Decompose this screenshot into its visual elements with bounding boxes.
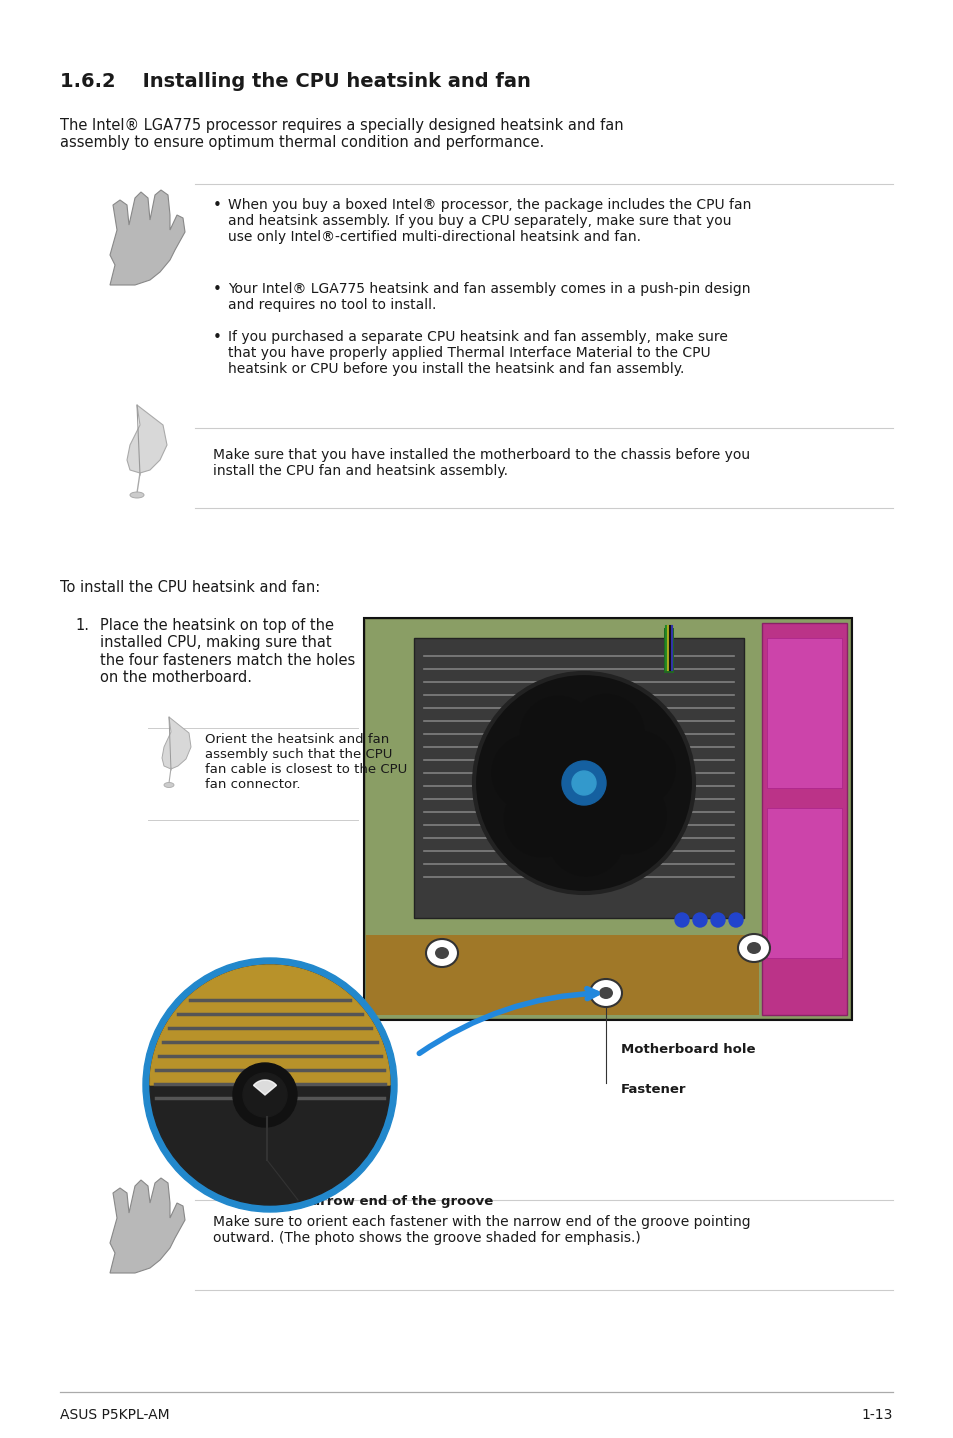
Text: •: • — [213, 282, 222, 298]
Circle shape — [675, 913, 688, 928]
Text: Motherboard hole: Motherboard hole — [620, 1043, 755, 1055]
FancyBboxPatch shape — [366, 935, 759, 1015]
Text: Place the heatsink on top of the
installed CPU, making sure that
the four fasten: Place the heatsink on top of the install… — [100, 618, 355, 684]
Circle shape — [728, 913, 742, 928]
FancyBboxPatch shape — [766, 808, 841, 958]
FancyBboxPatch shape — [761, 623, 846, 1015]
Ellipse shape — [164, 782, 173, 788]
Circle shape — [692, 913, 706, 928]
Text: 1.6.2    Installing the CPU heatsink and fan: 1.6.2 Installing the CPU heatsink and fa… — [60, 72, 530, 91]
Ellipse shape — [746, 942, 760, 953]
Polygon shape — [150, 965, 390, 1086]
Polygon shape — [663, 628, 673, 673]
Circle shape — [598, 731, 675, 807]
Text: Your Intel® LGA775 heatsink and fan assembly comes in a push-pin design
and requ: Your Intel® LGA775 heatsink and fan asse… — [228, 282, 750, 312]
Circle shape — [567, 695, 643, 771]
Circle shape — [233, 1063, 296, 1127]
FancyBboxPatch shape — [766, 638, 841, 788]
Text: Make sure that you have installed the motherboard to the chassis before you
inst: Make sure that you have installed the mo… — [213, 449, 749, 479]
Circle shape — [150, 965, 390, 1205]
Polygon shape — [127, 406, 167, 473]
Text: When you buy a boxed Intel® processor, the package includes the CPU fan
and heat: When you buy a boxed Intel® processor, t… — [228, 198, 751, 244]
Text: Orient the heatsink and fan
assembly such that the CPU
fan cable is closest to t: Orient the heatsink and fan assembly suc… — [205, 733, 407, 791]
Text: Make sure to orient each fastener with the narrow end of the groove pointing
out: Make sure to orient each fastener with t… — [213, 1215, 750, 1245]
Circle shape — [547, 800, 623, 876]
Ellipse shape — [130, 492, 144, 498]
Text: 1-13: 1-13 — [861, 1408, 892, 1422]
Text: Narrow end of the groove: Narrow end of the groove — [299, 1195, 493, 1208]
Text: The Intel® LGA775 processor requires a specially designed heatsink and fan
assem: The Intel® LGA775 processor requires a s… — [60, 118, 623, 151]
FancyBboxPatch shape — [366, 620, 849, 1018]
Circle shape — [492, 735, 567, 811]
Circle shape — [710, 913, 724, 928]
Ellipse shape — [435, 948, 449, 959]
Ellipse shape — [598, 986, 613, 999]
Polygon shape — [110, 190, 185, 285]
Circle shape — [504, 781, 579, 857]
Circle shape — [519, 696, 596, 772]
Ellipse shape — [589, 979, 621, 1007]
Circle shape — [561, 761, 605, 805]
Polygon shape — [162, 718, 191, 769]
Circle shape — [474, 673, 693, 893]
Polygon shape — [253, 1080, 276, 1094]
Circle shape — [143, 958, 396, 1212]
Ellipse shape — [738, 935, 769, 962]
Circle shape — [243, 1073, 287, 1117]
Circle shape — [590, 778, 665, 854]
Text: If you purchased a separate CPU heatsink and fan assembly, make sure
that you ha: If you purchased a separate CPU heatsink… — [228, 329, 727, 377]
Text: To install the CPU heatsink and fan:: To install the CPU heatsink and fan: — [60, 580, 320, 595]
Ellipse shape — [426, 939, 457, 966]
FancyBboxPatch shape — [364, 618, 851, 1020]
Text: ASUS P5KPL-AM: ASUS P5KPL-AM — [60, 1408, 170, 1422]
Polygon shape — [110, 1178, 185, 1273]
Text: •: • — [213, 198, 222, 213]
Text: •: • — [213, 329, 222, 345]
FancyBboxPatch shape — [414, 638, 743, 917]
Text: Fastener: Fastener — [620, 1083, 686, 1096]
Text: 1.: 1. — [75, 618, 89, 633]
Circle shape — [572, 771, 596, 795]
